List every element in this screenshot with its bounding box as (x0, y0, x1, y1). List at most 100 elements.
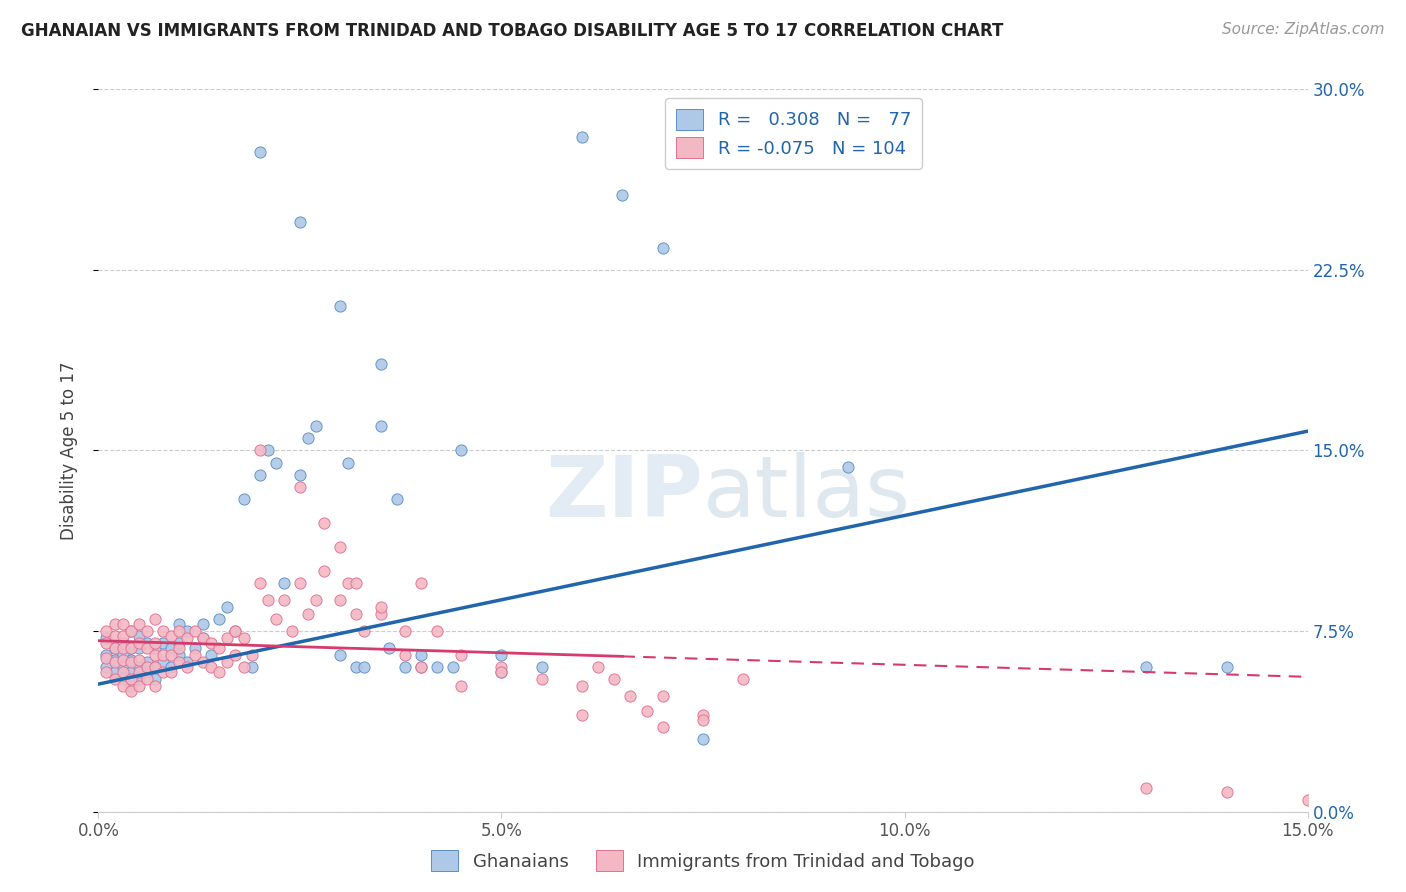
Point (143, 660, 166, 674)
Point (96, 648, 118, 662)
Point (232, 491, 254, 506)
Point (143, 648, 166, 662)
Point (160, 660, 183, 674)
Point (249, 443, 271, 458)
Point (232, 632, 254, 646)
Point (240, 660, 263, 674)
Point (409, 576, 432, 591)
Point (337, 576, 360, 591)
Point (128, 653, 150, 667)
Point (837, 460, 859, 475)
Point (370, 599, 392, 614)
Point (603, 673, 626, 687)
Point (167, 656, 190, 670)
Point (426, 660, 449, 674)
Point (288, 214, 311, 228)
Point (619, 689, 641, 703)
Point (370, 419, 392, 434)
Point (96, 636, 118, 650)
Point (167, 616, 190, 631)
Point (314, 564, 336, 578)
Point (208, 612, 231, 626)
Point (305, 592, 328, 607)
Point (426, 624, 449, 639)
Point (409, 660, 432, 674)
Point (1216, 660, 1239, 674)
Point (184, 648, 207, 662)
Point (111, 660, 134, 674)
Point (111, 665, 134, 679)
Point (135, 660, 157, 674)
Point (651, 689, 673, 703)
Point (152, 656, 174, 670)
Point (353, 660, 375, 674)
Point (120, 680, 142, 694)
Point (167, 624, 190, 639)
Point (264, 612, 287, 626)
Point (530, 673, 553, 687)
Point (135, 636, 157, 650)
Point (337, 455, 360, 469)
Point (394, 660, 416, 674)
Point (128, 616, 150, 631)
Point (273, 592, 295, 607)
Point (344, 607, 367, 622)
Point (441, 660, 464, 674)
Point (96, 624, 118, 639)
Point (297, 431, 319, 445)
Point (394, 624, 416, 639)
Point (160, 640, 183, 655)
Point (394, 648, 416, 662)
Point (305, 419, 328, 434)
Point (135, 656, 157, 670)
Point (370, 357, 392, 371)
Point (1135, 780, 1157, 795)
Point (143, 640, 166, 655)
Point (111, 648, 134, 662)
Point (288, 480, 311, 494)
Point (385, 491, 408, 506)
Point (692, 713, 714, 727)
Point (96, 650, 118, 665)
Point (297, 607, 319, 622)
Point (409, 660, 432, 674)
Point (120, 640, 142, 655)
Point (344, 660, 367, 674)
Point (377, 640, 399, 655)
Point (224, 624, 246, 639)
Point (184, 624, 207, 639)
Point (409, 648, 432, 662)
Point (288, 576, 311, 591)
Point (120, 684, 142, 698)
Point (249, 576, 271, 591)
Point (143, 680, 166, 694)
Point (314, 516, 336, 530)
Point (103, 656, 125, 670)
Point (651, 241, 673, 255)
Point (249, 467, 271, 482)
Legend: R =   0.308   N =   77, R = -0.075   N = 104: R = 0.308 N = 77, R = -0.075 N = 104 (665, 98, 922, 169)
Point (152, 665, 174, 679)
Point (329, 540, 352, 554)
Point (217, 599, 239, 614)
Point (184, 640, 207, 655)
Point (120, 653, 142, 667)
Point (217, 632, 239, 646)
Point (450, 680, 472, 694)
Point (143, 612, 166, 626)
Point (176, 660, 198, 674)
Point (353, 624, 375, 639)
Point (111, 680, 134, 694)
Point (370, 607, 392, 622)
Point (193, 656, 215, 670)
Point (152, 636, 174, 650)
Point (120, 640, 142, 655)
Point (256, 592, 278, 607)
Point (586, 660, 609, 674)
Point (160, 665, 183, 679)
Point (128, 680, 150, 694)
Point (329, 648, 352, 662)
Point (111, 629, 134, 643)
Text: ZIP: ZIP (546, 452, 703, 535)
Point (208, 640, 231, 655)
